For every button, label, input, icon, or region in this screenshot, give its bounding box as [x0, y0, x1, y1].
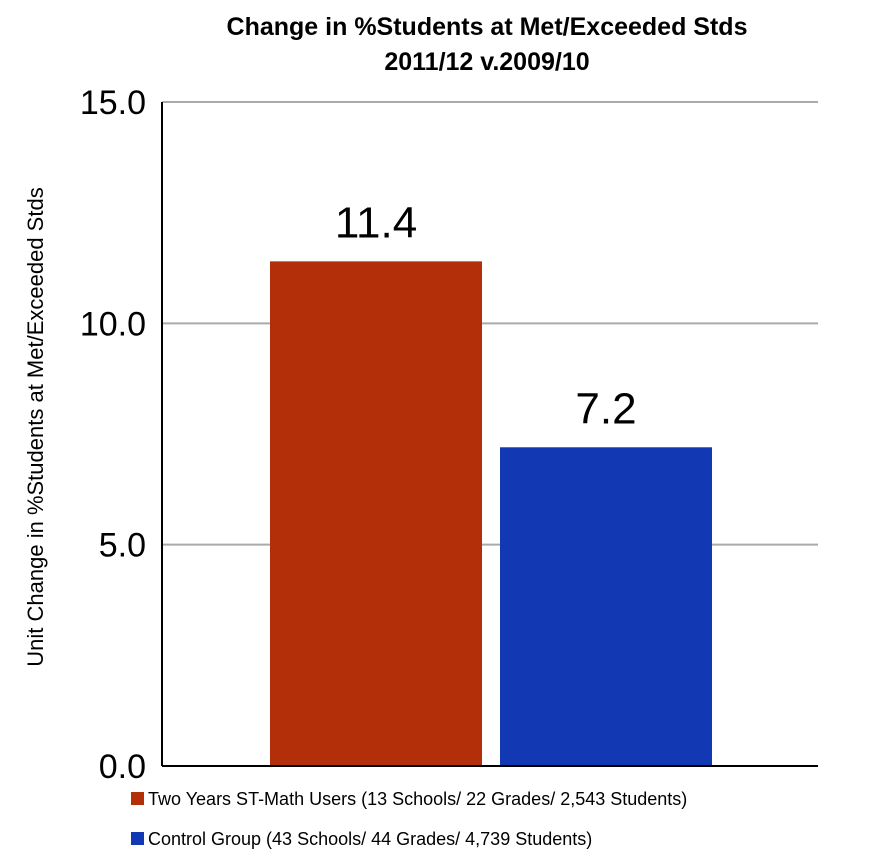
- chart-subtitle: 2011/12 v.2009/10: [384, 48, 589, 76]
- y-tick-label: 5.0: [99, 527, 146, 565]
- legend-swatch: [131, 832, 144, 845]
- y-tick-label: 0.0: [99, 748, 146, 786]
- y-tick-label: 10.0: [80, 305, 146, 343]
- y-axis-label: Unit Change in %Students at Met/Exceeded…: [23, 187, 48, 666]
- legend-swatch: [131, 792, 144, 805]
- chart-title: Change in %Students at Met/Exceeded Stds: [227, 13, 748, 41]
- bar-control-group: [500, 447, 712, 766]
- bar-value-label: 11.4: [335, 198, 417, 247]
- bar-value-label: 7.2: [575, 384, 636, 433]
- bar-st-math-users: [270, 261, 482, 766]
- legend: Two Years ST-Math Users (13 Schools/ 22 …: [131, 789, 687, 849]
- legend-label: Control Group (43 Schools/ 44 Grades/ 4,…: [148, 829, 592, 849]
- bars: 11.4 7.2: [270, 198, 712, 766]
- legend-label: Two Years ST-Math Users (13 Schools/ 22 …: [148, 789, 687, 809]
- y-axis-ticks: 0.0 5.0 10.0 15.0: [80, 84, 146, 786]
- gridlines: [162, 101, 818, 546]
- axes: [161, 102, 818, 767]
- y-tick-label: 15.0: [80, 84, 146, 122]
